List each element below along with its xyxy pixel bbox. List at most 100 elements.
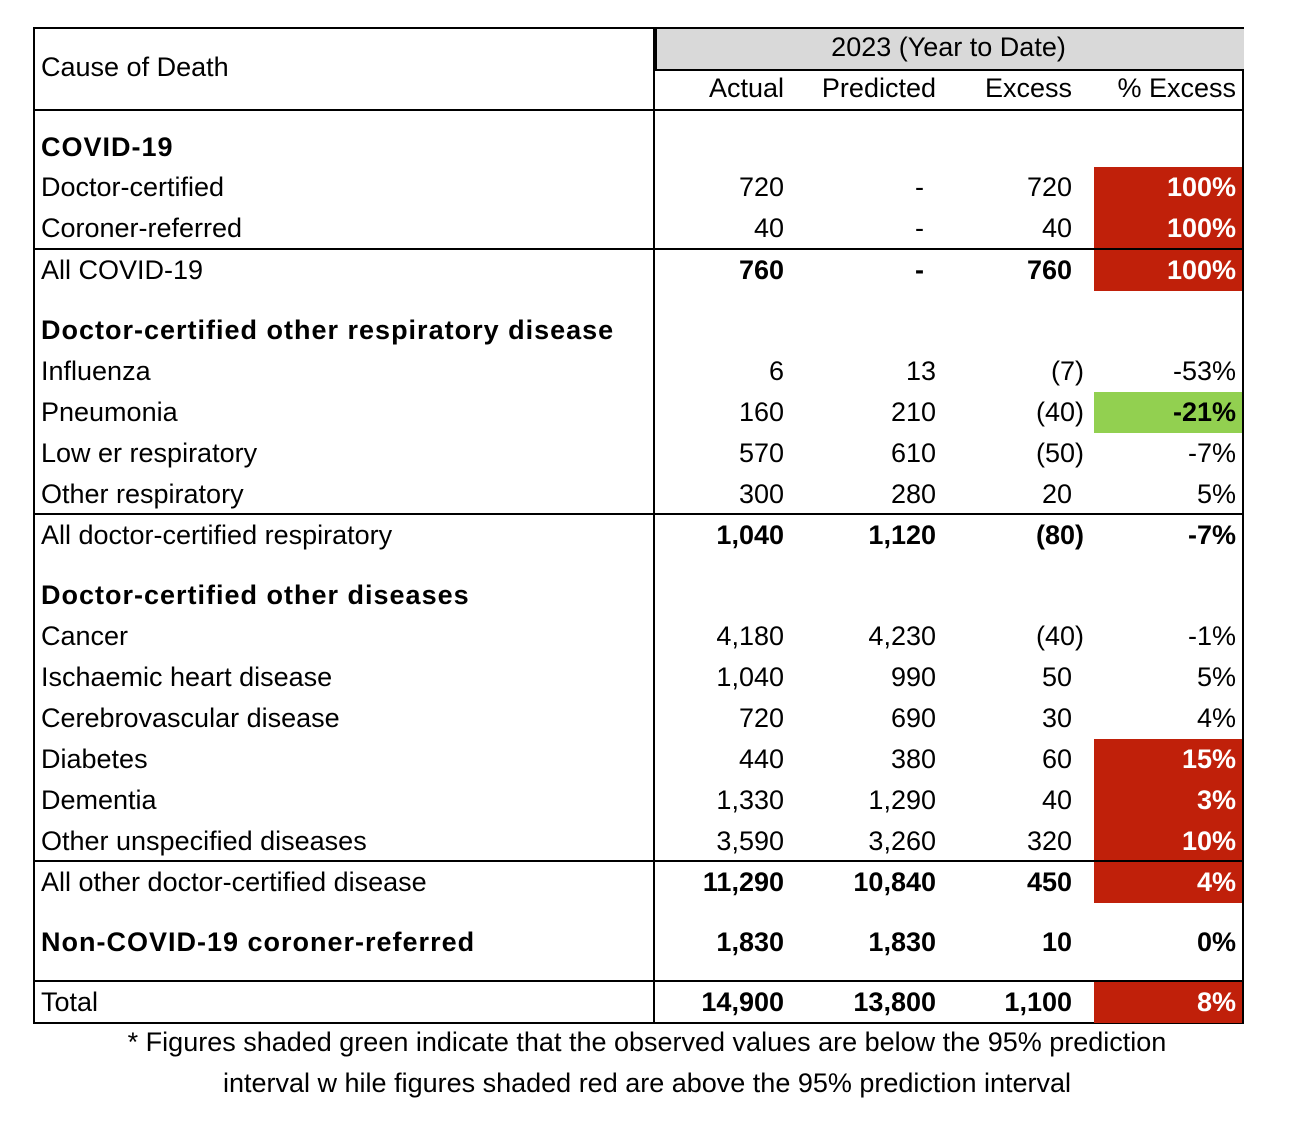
actual-cell: 14,900	[701, 987, 784, 1017]
green-shading	[1094, 392, 1242, 433]
pct-excess-cell: 4%	[1196, 703, 1236, 733]
excess-cell: (80)	[1035, 520, 1084, 550]
period-header-bg	[655, 29, 1244, 71]
row-label: Doctor-certified	[41, 172, 225, 202]
actual-cell: 11,290	[702, 867, 784, 897]
predicted-cell: -	[915, 213, 924, 243]
row-divider	[35, 248, 1242, 250]
excess-cell: 320	[1026, 826, 1072, 856]
predicted-cell: 610	[890, 438, 936, 468]
predicted-cell: 13,800	[853, 987, 936, 1017]
mortality-table: 2023 (Year to Date) Cause of Death Actua…	[33, 27, 1244, 1024]
predicted-cell: 1,290	[868, 785, 936, 815]
predicted-cell: 13	[905, 356, 936, 386]
actual-cell: 160	[738, 397, 784, 427]
excess-cell: 720	[1026, 172, 1072, 202]
predicted-cell: 990	[890, 662, 936, 692]
predicted-cell: -	[915, 172, 924, 202]
row-label: Cerebrovascular disease	[41, 703, 340, 733]
row-label: All other doctor-certified disease	[41, 867, 427, 897]
excess-cell: 40	[1041, 213, 1072, 243]
actual-cell: 1,330	[716, 785, 784, 815]
actual-cell: 40	[753, 213, 784, 243]
cause-of-death-header: Cause of Death	[41, 52, 229, 82]
row-divider	[35, 980, 1242, 982]
pct-excess-cell: 5%	[1196, 662, 1236, 692]
excess-cell: 10	[1041, 927, 1072, 957]
col-header-actual: Actual	[708, 73, 784, 103]
row-divider	[35, 513, 1242, 515]
red-shading	[1094, 250, 1242, 291]
excess-cell: 760	[1026, 255, 1072, 285]
col-header-pct-excess: % Excess	[1117, 73, 1236, 103]
pct-excess-cell: 100%	[1166, 213, 1236, 243]
pct-excess-cell: 100%	[1166, 172, 1236, 202]
actual-cell: 440	[738, 744, 784, 774]
predicted-cell: 10,840	[853, 867, 936, 897]
footnote-line-1: * Figures shaded green indicate that the…	[127, 1027, 1167, 1057]
pct-excess-cell: 5%	[1196, 479, 1236, 509]
pct-excess-cell: 4%	[1196, 867, 1236, 897]
predicted-cell: -	[915, 255, 924, 285]
red-shading	[1094, 739, 1242, 780]
predicted-cell: 280	[890, 479, 936, 509]
row-label: Low er respiratory	[41, 438, 258, 468]
predicted-cell: 210	[890, 397, 936, 427]
excess-cell: (40)	[1035, 397, 1084, 427]
actual-cell: 720	[738, 703, 784, 733]
predicted-cell: 1,830	[868, 927, 936, 957]
row-label: Doctor-certified other respiratory disea…	[41, 310, 617, 351]
predicted-cell: 380	[890, 744, 936, 774]
pct-excess-cell: -7%	[1187, 520, 1236, 550]
column-divider	[653, 29, 655, 1022]
row-label: Cancer	[41, 621, 129, 651]
predicted-cell: 4,230	[868, 621, 936, 651]
footnote-line-2: interval w hile figures shaded red are a…	[223, 1068, 1071, 1098]
row-label: Coroner-referred	[41, 213, 243, 243]
actual-cell: 570	[738, 438, 784, 468]
pct-excess-cell: -21%	[1172, 397, 1236, 427]
row-label: Ischaemic heart disease	[41, 662, 333, 692]
period-header: 2023 (Year to Date)	[831, 32, 1066, 62]
row-label: Non-COVID-19 coroner-referred	[41, 927, 476, 957]
actual-cell: 760	[738, 255, 784, 285]
red-shading	[1094, 982, 1242, 1023]
actual-cell: 720	[738, 172, 784, 202]
row-label: Diabetes	[41, 744, 148, 774]
actual-cell: 6	[768, 356, 784, 386]
pct-excess-cell: 100%	[1166, 255, 1236, 285]
excess-cell: 1,100	[1004, 987, 1072, 1017]
row-label: COVID-19	[41, 127, 176, 168]
excess-cell: 40	[1041, 785, 1072, 815]
excess-cell: (40)	[1035, 621, 1084, 651]
predicted-cell: 1,120	[868, 520, 936, 550]
pct-excess-cell: -7%	[1187, 438, 1236, 468]
actual-cell: 300	[738, 479, 784, 509]
col-header-predicted: Predicted	[821, 73, 936, 103]
red-shading	[1094, 821, 1242, 862]
actual-cell: 4,180	[716, 621, 784, 651]
pct-excess-cell: 10%	[1181, 826, 1236, 856]
pct-excess-cell: -1%	[1187, 621, 1236, 651]
row-divider	[35, 860, 1242, 862]
excess-cell: 20	[1041, 479, 1072, 509]
pct-excess-cell: -53%	[1172, 356, 1236, 386]
actual-cell: 3,590	[716, 826, 784, 856]
row-label: All doctor-certified respiratory	[41, 520, 393, 550]
pct-excess-cell: 8%	[1196, 987, 1236, 1017]
pct-excess-cell: 15%	[1181, 744, 1236, 774]
red-shading	[1094, 208, 1242, 249]
row-label: Pneumonia	[41, 397, 178, 427]
row-label: Other respiratory	[41, 479, 244, 509]
red-shading	[1094, 167, 1242, 208]
actual-cell: 1,830	[716, 927, 784, 957]
red-shading	[1094, 780, 1242, 821]
actual-cell: 1,040	[716, 662, 784, 692]
col-header-excess: Excess	[984, 73, 1072, 103]
row-label: Doctor-certified other diseases	[41, 575, 472, 616]
excess-cell: 60	[1041, 744, 1072, 774]
actual-cell: 1,040	[716, 520, 784, 550]
row-label: All COVID-19	[41, 255, 204, 285]
footnote: * Figures shaded green indicate that the…	[0, 1022, 1294, 1104]
pct-excess-cell: 0%	[1196, 927, 1236, 957]
